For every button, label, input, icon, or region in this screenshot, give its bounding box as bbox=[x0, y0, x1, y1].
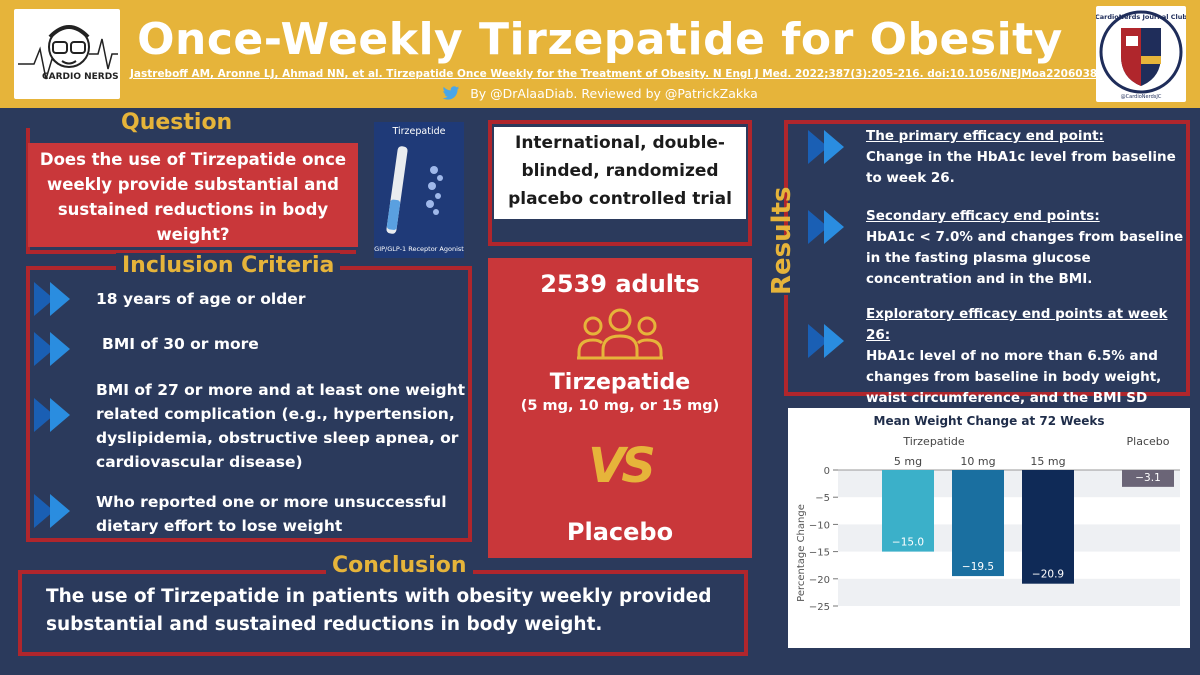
cardionerds-logo-icon: CARDIO NERDS bbox=[18, 25, 119, 82]
population-count: 2539 adults bbox=[540, 270, 700, 298]
citation-link[interactable]: Jastreboff AM, Aronne LJ, Ahmad NN, et a… bbox=[130, 68, 1098, 80]
chevron-right-icon bbox=[34, 494, 70, 528]
chevron-right-icon bbox=[808, 324, 844, 358]
chevron-right-icon bbox=[808, 130, 844, 164]
conclusion-title: Conclusion bbox=[326, 553, 473, 578]
primary-endpoint-text: Change in the HbA1c level from baseline … bbox=[866, 149, 1176, 186]
chart-y-tick-label: 0 bbox=[824, 466, 830, 477]
exploratory-endpoint-head: Exploratory efficacy end points at week … bbox=[866, 306, 1168, 343]
tirzepatide-image: Tirzepatide GIP/GLP-1 Receptor Agonist bbox=[374, 122, 464, 258]
drug-label-bottom: GIP/GLP-1 Receptor Agonist bbox=[374, 245, 464, 253]
criterion-3: BMI of 27 or more and at least one weigh… bbox=[96, 381, 466, 471]
weight-change-chart: Mean Weight Change at 72 Weeks Tirzepati… bbox=[788, 408, 1190, 648]
chart-category-label: Placebo bbox=[1127, 435, 1170, 448]
chart-y-tick-label: −5 bbox=[815, 493, 830, 504]
question-box: Does the use of Tirzepatide once weekly … bbox=[28, 143, 358, 247]
chart-bar bbox=[952, 470, 1004, 577]
population-box: 2539 adults Tirzepatide (5 mg, 10 mg, or… bbox=[488, 258, 752, 558]
logo-ring-text: CardioNerds Journal Club bbox=[1096, 13, 1186, 21]
chart-grid-band bbox=[838, 578, 1180, 606]
chart-category-label: 15 mg bbox=[1030, 455, 1065, 468]
twitter-icon bbox=[442, 86, 460, 100]
results-title: Results bbox=[767, 186, 797, 295]
arm-tirzepatide: Tirzepatide bbox=[549, 370, 691, 395]
chart-value-label: −15.0 bbox=[892, 537, 924, 549]
page-title: Once-Weekly Tirzepatide for Obesity bbox=[137, 14, 1063, 65]
chart-y-tick-label: −25 bbox=[809, 602, 830, 613]
chart-bar bbox=[882, 470, 934, 552]
primary-endpoint: The primary efficacy end point: Change i… bbox=[866, 126, 1186, 189]
header-banner: CARDIO NERDS Once-Weekly Tirzepatide for… bbox=[0, 0, 1200, 108]
secondary-endpoint-text: HbA1c < 7.0% and changes from baseline i… bbox=[866, 229, 1184, 287]
journal-club-shield-icon: CardioNerds Journal Club @CardioNerdsJC bbox=[1095, 10, 1187, 100]
criterion-4: Who reported one or more unsuccessful di… bbox=[96, 493, 447, 535]
byline-text: By @DrAlaaDiab. Reviewed by @PatrickZakk… bbox=[470, 86, 758, 101]
chevron-right-icon bbox=[808, 210, 844, 244]
chart-title: Mean Weight Change at 72 Weeks bbox=[874, 414, 1105, 428]
chevron-right-icon bbox=[34, 398, 70, 432]
chart-y-axis-label: Percentage Change bbox=[796, 504, 807, 602]
inclusion-title: Inclusion Criteria bbox=[116, 253, 341, 278]
criterion-1: 18 years of age or older bbox=[96, 290, 306, 308]
primary-endpoint-head: The primary efficacy end point: bbox=[866, 128, 1104, 144]
chart-y-tick-label: −15 bbox=[809, 548, 830, 559]
chart-y-tick-label: −10 bbox=[809, 520, 830, 531]
chart-svg: Mean Weight Change at 72 Weeks Tirzepati… bbox=[796, 414, 1180, 613]
secondary-endpoint-head: Secondary efficacy end points: bbox=[866, 208, 1100, 224]
chevron-right-icon bbox=[34, 282, 70, 316]
vs-label: VS bbox=[588, 438, 656, 494]
byline: By @DrAlaaDiab. Reviewed by @PatrickZakk… bbox=[380, 86, 820, 101]
design-frame bbox=[488, 120, 752, 246]
chart-group-label: Tirzepatide bbox=[902, 435, 965, 448]
drug-label-top: Tirzepatide bbox=[392, 126, 446, 137]
cardionerds-logo: CARDIO NERDS bbox=[14, 9, 120, 99]
chart-value-label: −19.5 bbox=[962, 561, 994, 573]
people-group-icon bbox=[577, 308, 663, 360]
chart-value-label: −20.9 bbox=[1032, 569, 1064, 581]
injection-pen-icon bbox=[386, 146, 443, 234]
secondary-endpoint: Secondary efficacy end points: HbA1c < 7… bbox=[866, 206, 1186, 290]
design-box: International, double-blinded, randomize… bbox=[494, 127, 746, 219]
conclusion-text: The use of Tirzepatide in patients with … bbox=[46, 586, 712, 635]
chart-value-label: −3.1 bbox=[1135, 472, 1161, 484]
chevron-right-icon bbox=[34, 332, 70, 366]
chart-y-tick-label: −20 bbox=[809, 575, 830, 586]
journal-club-logo: CardioNerds Journal Club @CardioNerdsJC bbox=[1095, 6, 1187, 102]
arm-placebo: Placebo bbox=[566, 518, 674, 546]
chart-bar bbox=[1022, 470, 1074, 584]
chart-bar bbox=[1122, 470, 1174, 487]
chart-category-label: 5 mg bbox=[894, 455, 922, 468]
question-title: Question bbox=[115, 110, 239, 135]
arm-tirzepatide-doses: (5 mg, 10 mg, or 15 mg) bbox=[520, 398, 720, 414]
logo-handle-text: @CardioNerdsJC bbox=[1121, 94, 1162, 100]
criterion-2: BMI of 30 or more bbox=[102, 335, 259, 353]
chart-category-label: 10 mg bbox=[960, 455, 995, 468]
logo-text: CARDIO NERDS bbox=[42, 72, 119, 82]
